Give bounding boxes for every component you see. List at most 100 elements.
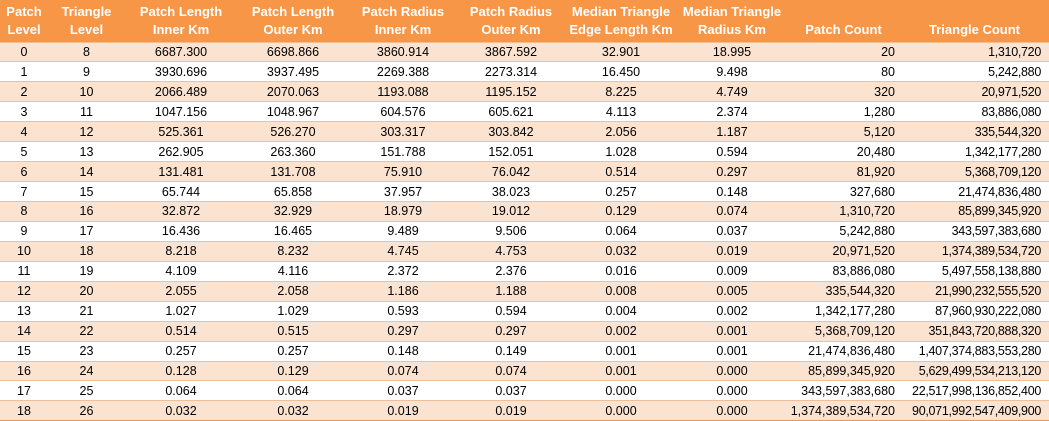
cell-patch-length-inner-km: 0.032: [125, 400, 237, 421]
table-row: 6 14 131.481 131.708 75.910 76.042 0.514 0.297 8…: [0, 161, 1049, 182]
cell-median-triangle-edge-length-km: 0.257: [565, 181, 677, 202]
cell-patch-radius-inner-km: 0.074: [349, 360, 457, 381]
table-row: 2 10 2066.489 2070.063 1193.088 1195.152 8.225…: [0, 81, 1049, 102]
cell-median-triangle-radius-km: 0.005: [677, 280, 787, 302]
cell-patch-level: 18: [0, 400, 48, 421]
cell-triangle-count: 351,843,720,888,320: [903, 320, 1049, 342]
table-row: 5 13 262.905 263.360 151.788 152.051 1.028 0.59…: [0, 141, 1049, 162]
cell-patch-level: 8: [0, 201, 48, 222]
cell-median-triangle-radius-km: 0.594: [677, 141, 787, 162]
cell-patch-length-inner-km: 32.872: [125, 201, 237, 222]
table-row: 18 26 0.032 0.032 0.019 0.019 0.000 0.000 1,374,…: [0, 400, 1049, 421]
cell-patch-radius-outer-km: 38.023: [457, 181, 565, 202]
cell-patch-count: 21,474,836,480: [787, 340, 903, 361]
table-row: 17 25 0.064 0.064 0.037 0.037 0.000 0.000 343,59…: [0, 380, 1049, 401]
cell-patch-count: 80: [787, 61, 903, 82]
cell-patch-length-outer-km: 32.929: [237, 201, 349, 222]
cell-patch-length-inner-km: 65.744: [125, 181, 237, 202]
cell-median-triangle-edge-length-km: 0.001: [565, 340, 677, 361]
cell-median-triangle-edge-length-km: 0.129: [565, 201, 677, 222]
cell-patch-radius-outer-km: 0.074: [457, 360, 565, 381]
cell-median-triangle-radius-km: 0.037: [677, 220, 787, 242]
cell-median-triangle-radius-km: 0.000: [677, 360, 787, 381]
cell-patch-length-inner-km: 525.361: [125, 121, 237, 142]
cell-patch-radius-outer-km: 0.037: [457, 380, 565, 401]
cell-patch-radius-outer-km: 1195.152: [457, 81, 565, 102]
column-header-patch-length-inner-km: Patch Length Inner Km: [125, 0, 237, 42]
cell-patch-radius-inner-km: 0.297: [349, 320, 457, 342]
cell-patch-length-outer-km: 0.257: [237, 340, 349, 361]
column-header-label: Median Triangle: [682, 3, 782, 19]
cell-triangle-count: 21,990,232,555,520: [903, 280, 1049, 302]
cell-patch-radius-outer-km: 0.594: [457, 300, 565, 322]
cell-patch-length-inner-km: 0.064: [125, 380, 237, 401]
cell-triangle-count: 22,517,998,136,852,400: [903, 380, 1049, 401]
table-row: 8 16 32.872 32.929 18.979 19.012 0.129 0.074 1,3…: [0, 201, 1049, 222]
cell-patch-radius-inner-km: 2.372: [349, 260, 457, 282]
cell-patch-count: 320: [787, 81, 903, 102]
cell-patch-radius-outer-km: 0.297: [457, 320, 565, 342]
cell-median-triangle-edge-length-km: 0.032: [565, 240, 677, 262]
cell-patch-length-inner-km: 0.514: [125, 320, 237, 342]
cell-patch-radius-inner-km: 37.957: [349, 181, 457, 202]
table-header: Patch Level Triangle Level Patch Length Inner…: [0, 0, 1049, 42]
column-header-label: Outer Km: [481, 21, 541, 37]
cell-patch-level: 0: [0, 41, 48, 62]
cell-triangle-count: 5,629,499,534,213,120: [903, 360, 1049, 381]
table-row: 15 23 0.257 0.257 0.148 0.149 0.001 0.001 21,474…: [0, 340, 1049, 361]
cell-patch-radius-outer-km: 605.621: [457, 101, 565, 122]
table-row: 16 24 0.128 0.129 0.074 0.074 0.001 0.000 85,899…: [0, 360, 1049, 381]
cell-patch-radius-outer-km: 4.753: [457, 240, 565, 262]
cell-patch-length-inner-km: 262.905: [125, 141, 237, 162]
cell-triangle-count: 1,310,720: [903, 41, 1049, 62]
cell-triangle-count: 5,368,709,120: [903, 161, 1049, 182]
table-row: 13 21 1.027 1.029 0.593 0.594 0.004 0.002 1,342,…: [0, 300, 1049, 322]
cell-patch-radius-outer-km: 3867.592: [457, 41, 565, 62]
cell-patch-length-outer-km: 0.064: [237, 380, 349, 401]
column-header-triangle-count: Triangle Count: [903, 0, 1049, 42]
cell-patch-radius-outer-km: 1.188: [457, 280, 565, 302]
cell-patch-count: 81,920: [787, 161, 903, 182]
column-header-label: Triangle: [61, 3, 112, 19]
column-header-median-triangle-radius-km: Median Triangle Radius Km: [677, 0, 787, 42]
table-row: 9 17 16.436 16.465 9.489 9.506 0.064 0.037 5,242…: [0, 220, 1049, 242]
column-header-median-triangle-edge-length-km: Median Triangle Edge Length Km: [565, 0, 677, 42]
cell-median-triangle-edge-length-km: 0.000: [565, 380, 677, 401]
cell-median-triangle-edge-length-km: 2.056: [565, 121, 677, 142]
header-row: Patch Level Triangle Level Patch Length Inner…: [0, 0, 1049, 42]
cell-triangle-count: 83,886,080: [903, 101, 1049, 122]
cell-median-triangle-edge-length-km: 1.028: [565, 141, 677, 162]
cell-patch-count: 1,310,720: [787, 201, 903, 222]
cell-triangle-level: 16: [48, 201, 125, 222]
cell-median-triangle-edge-length-km: 32.901: [565, 41, 677, 62]
cell-median-triangle-edge-length-km: 0.000: [565, 400, 677, 421]
cell-patch-level: 12: [0, 280, 48, 302]
column-header-triangle-level: Triangle Level: [48, 0, 125, 42]
cell-patch-length-outer-km: 0.515: [237, 320, 349, 342]
cell-patch-level: 9: [0, 220, 48, 242]
column-header-label: Patch Length: [251, 3, 335, 19]
cell-patch-level: 5: [0, 141, 48, 162]
cell-triangle-count: 1,374,389,534,720: [903, 240, 1049, 262]
cell-triangle-count: 20,971,520: [903, 81, 1049, 102]
cell-patch-length-inner-km: 131.481: [125, 161, 237, 182]
cell-patch-length-inner-km: 2.055: [125, 280, 237, 302]
cell-patch-radius-outer-km: 2273.314: [457, 61, 565, 82]
column-header-label: Patch Count: [805, 21, 882, 37]
cell-patch-length-outer-km: 4.116: [237, 260, 349, 282]
cell-patch-length-inner-km: 6687.300: [125, 41, 237, 62]
cell-median-triangle-edge-length-km: 0.016: [565, 260, 677, 282]
cell-triangle-level: 15: [48, 181, 125, 202]
cell-median-triangle-radius-km: 4.749: [677, 81, 787, 102]
cell-patch-radius-inner-km: 0.593: [349, 300, 457, 322]
table-body: 0 8 6687.300 6698.866 3860.914 3867.592 32.901…: [0, 41, 1049, 421]
cell-patch-length-outer-km: 0.032: [237, 400, 349, 421]
cell-patch-length-outer-km: 3937.495: [237, 61, 349, 82]
column-header-patch-length-outer-km: Patch Length Outer Km: [237, 0, 349, 42]
cell-patch-length-inner-km: 3930.696: [125, 61, 237, 82]
cell-patch-length-outer-km: 526.270: [237, 121, 349, 142]
cell-patch-length-outer-km: 16.465: [237, 220, 349, 242]
cell-patch-level: 7: [0, 181, 48, 202]
cell-patch-length-inner-km: 8.218: [125, 240, 237, 262]
